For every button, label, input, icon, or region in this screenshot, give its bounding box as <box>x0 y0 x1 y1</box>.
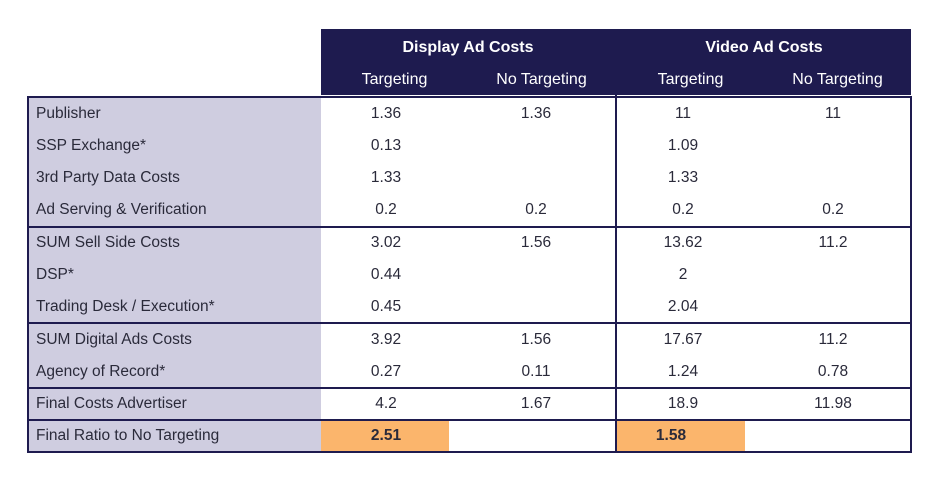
video-targeting-value: 0.2 <box>672 201 694 218</box>
video-no-targeting-value: 0.2 <box>822 201 844 218</box>
video-targeting-value: 1.24 <box>667 363 699 380</box>
table-row: 3rd Party Data Costs 1.33 1.33 <box>28 162 911 194</box>
table-row: Trading Desk / Execution* 0.45 2.04 <box>28 291 911 323</box>
video-targeting-value: 1.09 <box>667 137 699 154</box>
table-row: DSP* 0.44 2 <box>28 259 911 291</box>
table-border-left <box>27 97 29 452</box>
video-no-targeting-value: 0.78 <box>817 363 849 380</box>
row-label: SUM Digital Ads Costs <box>36 331 192 348</box>
display-targeting-value: 3.92 <box>370 331 402 348</box>
display-targeting-value: 0.45 <box>370 298 402 315</box>
display-no-targeting-value: 0.11 <box>521 363 551 380</box>
row-label: Publisher <box>36 105 101 122</box>
section-divider <box>27 322 912 324</box>
video-targeting-value: 11 <box>674 105 692 122</box>
table-border-bottom <box>27 451 912 453</box>
header-bottom-border <box>27 96 912 98</box>
video-no-targeting-header: No Targeting <box>792 71 883 88</box>
display-no-targeting-header: No Targeting <box>496 71 587 88</box>
section-divider <box>27 226 912 228</box>
display-targeting-value: 3.02 <box>370 234 402 251</box>
row-label: SUM Sell Side Costs <box>36 234 180 251</box>
row-label: Final Costs Advertiser <box>36 395 187 412</box>
display-targeting-value: 0.27 <box>370 363 402 380</box>
display-targeting-value: 1.33 <box>370 169 402 186</box>
table-row: SUM Digital Ads Costs 3.92 1.56 17.67 11… <box>28 324 911 356</box>
table-row: Agency of Record* 0.27 0.11 1.24 0.78 <box>28 356 911 388</box>
row-label: DSP* <box>36 266 74 283</box>
table-row: Ad Serving & Verification 0.2 0.2 0.2 0.… <box>28 194 911 226</box>
display-targeting-value: 0.44 <box>370 266 402 283</box>
video-no-targeting-value: 11.2 <box>818 331 848 348</box>
row-label: Ad Serving & Verification <box>36 201 207 218</box>
video-targeting-value: 2 <box>678 266 688 283</box>
table-row: Final Ratio to No Targeting 2.51 1.58 <box>28 420 911 452</box>
table-border-right <box>910 97 912 452</box>
display-targeting-value: 0.13 <box>370 137 402 154</box>
video-no-targeting-value: 11.98 <box>814 395 852 412</box>
video-ad-costs-header: Video Ad Costs Targeting No Targeting <box>617 29 911 95</box>
row-label-column <box>28 97 321 452</box>
display-ad-costs-header: Display Ad Costs Targeting No Targeting <box>321 29 615 95</box>
display-ratio-highlight <box>321 420 449 452</box>
display-no-targeting-value: 1.56 <box>520 331 552 348</box>
section-divider <box>27 419 912 421</box>
row-label: Trading Desk / Execution* <box>36 298 215 315</box>
row-label: SSP Exchange* <box>36 137 147 154</box>
video-targeting-value: 2.04 <box>667 298 699 315</box>
group-divider <box>615 29 617 452</box>
table-row: SSP Exchange* 0.13 1.09 <box>28 130 911 162</box>
video-targeting-header: Targeting <box>657 71 724 88</box>
video-ratio-highlight <box>617 420 745 452</box>
row-label: 3rd Party Data Costs <box>36 169 180 186</box>
display-no-targeting-value: 1.56 <box>520 234 552 251</box>
table-row: Final Costs Advertiser 4.2 1.67 18.9 11.… <box>28 388 911 420</box>
display-targeting-value: 0.2 <box>375 201 397 218</box>
row-label: Agency of Record* <box>36 363 166 380</box>
video-targeting-value: 17.67 <box>663 331 703 348</box>
display-ratio-value: 2.51 <box>370 427 402 444</box>
display-no-targeting-value: 0.2 <box>525 201 547 218</box>
display-targeting-value: 4.2 <box>375 395 397 412</box>
display-targeting-value: 1.36 <box>370 105 402 122</box>
table-row: Publisher 1.36 1.36 11 11 <box>28 98 911 130</box>
video-no-targeting-value: 11.2 <box>818 234 848 251</box>
video-targeting-value: 18.9 <box>667 395 699 412</box>
video-ad-costs-title: Video Ad Costs <box>705 39 823 56</box>
display-no-targeting-value: 1.67 <box>520 395 552 412</box>
video-no-targeting-value: 11 <box>824 105 842 122</box>
display-targeting-header: Targeting <box>361 71 428 88</box>
section-divider <box>27 387 912 389</box>
video-targeting-value: 13.62 <box>663 234 703 251</box>
video-targeting-value: 1.33 <box>667 169 699 186</box>
row-label: Final Ratio to No Targeting <box>36 427 220 444</box>
table-row: SUM Sell Side Costs 3.02 1.56 13.62 11.2 <box>28 227 911 259</box>
display-ad-costs-title: Display Ad Costs <box>402 39 534 56</box>
display-no-targeting-value: 1.36 <box>520 105 552 122</box>
video-ratio-value: 1.58 <box>655 427 687 444</box>
